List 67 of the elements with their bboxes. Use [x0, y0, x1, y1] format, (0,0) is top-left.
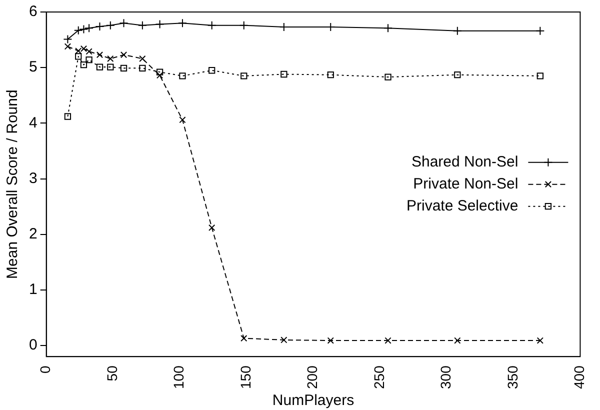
- y-tick-label: 4: [29, 114, 38, 132]
- x-tick-label: 50: [104, 365, 120, 382]
- y-tick-label: 5: [29, 58, 38, 76]
- x-tick-label: 150: [237, 365, 254, 389]
- y-tick-label: 3: [29, 170, 38, 187]
- point: [239, 20, 248, 30]
- point: [64, 113, 72, 120]
- point: [139, 64, 146, 72]
- point: [155, 20, 164, 29]
- point: [120, 51, 128, 58]
- point: [107, 64, 114, 70]
- point: [75, 48, 82, 54]
- point: [107, 55, 114, 62]
- point: [240, 72, 248, 80]
- point: [86, 56, 92, 64]
- point: [207, 20, 216, 30]
- point: [178, 18, 187, 28]
- point: [86, 48, 92, 55]
- point: [120, 64, 128, 72]
- point: [95, 22, 104, 31]
- point: [327, 337, 334, 344]
- point: [179, 116, 186, 124]
- y-axis-title: Mean Overall Score / Round: [4, 90, 22, 279]
- point: [536, 72, 544, 80]
- y-tick-label: 6: [29, 3, 38, 20]
- point: [138, 20, 147, 30]
- x-tick-label: 100: [170, 365, 187, 389]
- point: [79, 24, 88, 34]
- point: [156, 68, 164, 76]
- point: [536, 337, 544, 344]
- point: [452, 26, 462, 36]
- point: [327, 71, 334, 78]
- point: [139, 55, 146, 62]
- x-tick-label: 250: [370, 365, 387, 389]
- point: [74, 26, 83, 35]
- point: [208, 224, 216, 232]
- y-tick-label: 2: [29, 225, 38, 242]
- point: [75, 53, 82, 60]
- x-tick-label: 300: [438, 365, 454, 389]
- point: [80, 45, 88, 52]
- y-tick-label: 0: [29, 336, 38, 354]
- point: [280, 70, 288, 78]
- x-tick-label: 400: [571, 365, 588, 389]
- point: [119, 18, 128, 28]
- x-axis-title: NumPlayers: [272, 392, 354, 410]
- point: [208, 67, 216, 74]
- point: [106, 20, 115, 30]
- legend-label: Private Selective: [406, 197, 518, 214]
- x-tick-label: 200: [304, 365, 320, 389]
- point: [384, 337, 392, 344]
- point: [454, 337, 461, 344]
- point: [536, 26, 545, 36]
- point: [96, 51, 104, 58]
- point: [384, 74, 392, 80]
- point: [454, 71, 461, 78]
- point: [280, 336, 288, 344]
- x-tick-label: 0: [37, 365, 54, 374]
- legend-label: Private Non-Sel: [413, 175, 518, 192]
- point: [96, 64, 104, 70]
- legend-label: Shared Non-Sel: [411, 153, 518, 170]
- y-tick-label: 1: [29, 281, 38, 298]
- point: [80, 61, 88, 68]
- x-tick-label: 350: [504, 365, 520, 389]
- point: [179, 72, 186, 80]
- point: [84, 24, 94, 33]
- point: [240, 334, 248, 342]
- point: [384, 24, 393, 33]
